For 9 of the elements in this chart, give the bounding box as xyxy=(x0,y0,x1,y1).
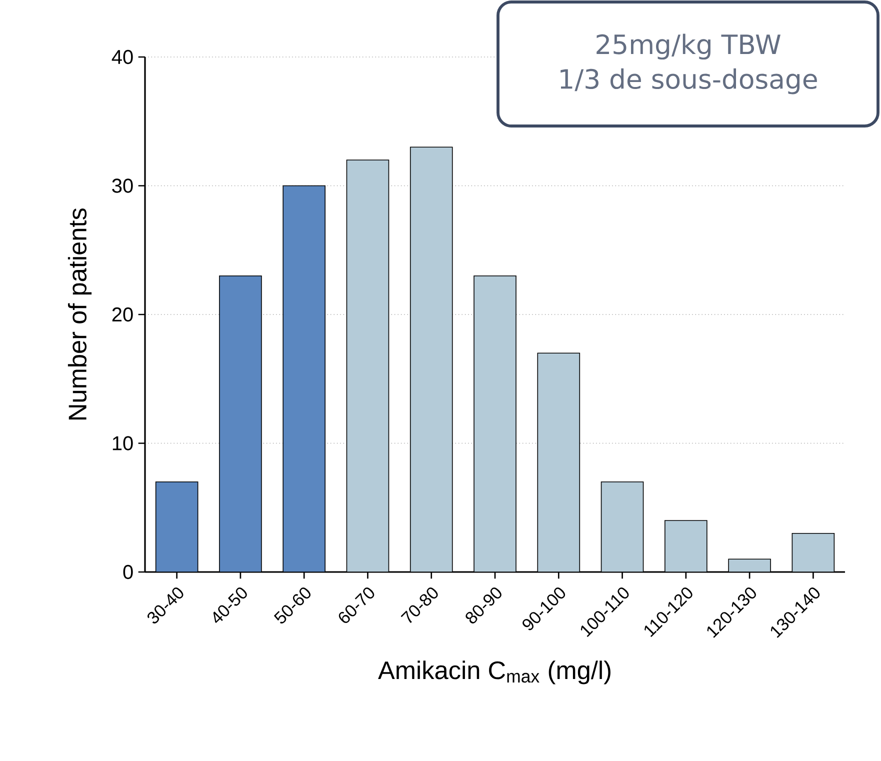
y-tick-label: 10 xyxy=(112,436,133,450)
y-tick-label: 20 xyxy=(112,307,133,322)
y-tick-label: 40 xyxy=(112,50,133,64)
y-axis-title: Number of patients xyxy=(68,208,92,420)
annotation: 1/3 de sous-dosage xyxy=(560,68,817,94)
y-tick-label: 0 xyxy=(123,564,133,580)
y-tick-label: 30 xyxy=(112,178,133,193)
x-axis-title: Amikacin C$_{max}$ (mg/l) xyxy=(378,660,610,684)
annotation: 25mg/kg TBW xyxy=(596,34,780,60)
